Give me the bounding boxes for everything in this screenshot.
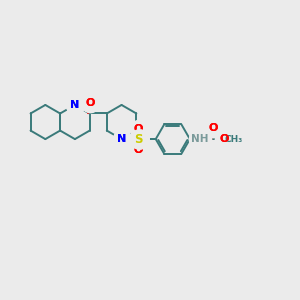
Text: O: O: [208, 123, 218, 133]
Text: O: O: [208, 123, 218, 133]
Text: O: O: [134, 145, 143, 155]
Text: O: O: [134, 145, 143, 155]
Text: O: O: [219, 134, 229, 144]
Text: CH₃: CH₃: [224, 135, 243, 144]
Text: S: S: [134, 133, 143, 146]
Text: O: O: [85, 98, 94, 108]
Text: N: N: [117, 134, 126, 144]
Text: O: O: [85, 98, 94, 108]
Text: NH: NH: [191, 134, 209, 144]
Text: O: O: [219, 134, 229, 144]
Text: O: O: [134, 124, 143, 134]
Text: S: S: [134, 133, 143, 146]
Text: N: N: [70, 100, 80, 110]
Text: O: O: [134, 124, 143, 134]
Text: N: N: [117, 134, 126, 144]
Text: N: N: [70, 100, 80, 110]
